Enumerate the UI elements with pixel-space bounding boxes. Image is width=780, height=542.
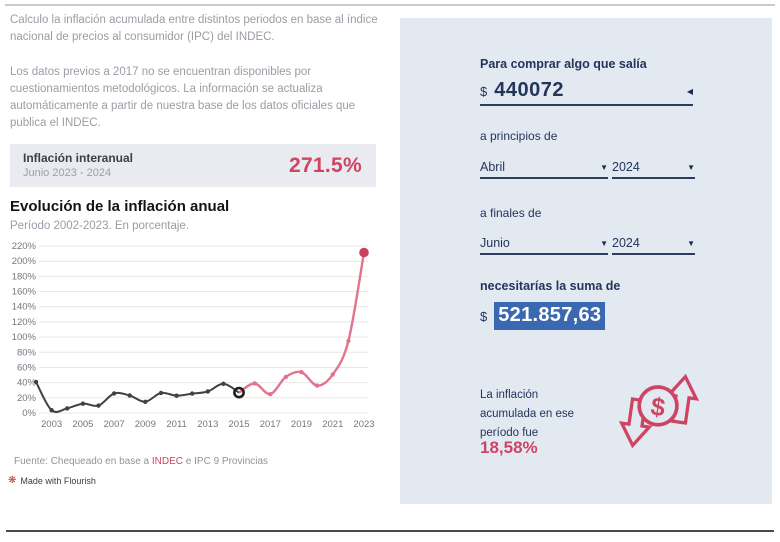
start-month-value: Abril (480, 160, 506, 174)
interannual-period: Junio 2023 - 2024 (23, 167, 112, 179)
interannual-inflation-card: Inflación interanual Junio 2023 - 2024 2… (10, 144, 376, 187)
start-period-label: a principios de (480, 129, 558, 143)
chevron-down-icon: ▼ (687, 162, 695, 172)
svg-text:60%: 60% (17, 363, 37, 374)
start-month-select[interactable]: Abril ▼ (480, 157, 608, 179)
svg-text:120%: 120% (12, 317, 37, 328)
interannual-title: Inflación interanual (23, 151, 134, 165)
svg-text:2013: 2013 (197, 419, 218, 430)
svg-text:2003: 2003 (41, 419, 62, 430)
flourish-credit-label: Made with Flourish (20, 476, 96, 486)
result-currency-symbol: $ (480, 309, 488, 324)
interannual-card-text: Inflación interanual Junio 2023 - 2024 (23, 151, 133, 180)
svg-text:2011: 2011 (166, 419, 186, 430)
result-label: necesitarías la suma de (480, 279, 621, 293)
end-year-select[interactable]: 2024 ▼ (612, 233, 695, 255)
intro-paragraph-2: Los datos previos a 2017 no se encuentra… (10, 66, 356, 129)
chart-subtitle: Período 2002-2023. En porcentaje. (10, 220, 190, 232)
svg-text:$: $ (649, 393, 667, 423)
chevron-down-icon: ▼ (600, 162, 608, 172)
source-suffix: e IPC 9 Provincias (183, 456, 269, 467)
end-period-label: a finales de (480, 206, 542, 220)
start-year-value: 2024 (612, 160, 640, 174)
svg-text:80%: 80% (17, 347, 37, 358)
money-arrows-icon: $ (618, 373, 700, 449)
svg-text:2009: 2009 (135, 419, 156, 430)
svg-text:180%: 180% (12, 271, 37, 282)
intro-paragraph-1: Calculo la inflación acumulada entre dis… (10, 14, 378, 43)
source-prefix: Fuente: Chequeado en base a (14, 456, 152, 467)
svg-text:2007: 2007 (104, 419, 125, 430)
chevron-down-icon: ▼ (687, 238, 695, 248)
amount-field[interactable]: $ ◀ (480, 79, 693, 106)
top-divider (5, 4, 775, 6)
accumulated-inflation-label: La inflación acumulada en ese período fu… (480, 389, 574, 439)
interannual-value: 271.5% (288, 153, 362, 177)
svg-text:140%: 140% (12, 302, 37, 313)
chevron-down-icon: ▼ (600, 238, 608, 248)
source-note: Fuente: Chequeado en base a INDEC e IPC … (14, 456, 268, 467)
svg-text:2015: 2015 (228, 419, 249, 430)
svg-text:0%: 0% (22, 408, 36, 419)
input-stepper-icon[interactable]: ◀ (686, 87, 693, 96)
svg-text:2019: 2019 (291, 419, 312, 430)
amount-prompt-label: Para comprar algo que salía (480, 57, 647, 71)
calculator-panel: Para comprar algo que salía $ ◀ a princi… (400, 18, 772, 504)
svg-text:200%: 200% (12, 256, 37, 267)
indec-link[interactable]: INDEC (151, 456, 184, 467)
svg-text:220%: 220% (12, 241, 37, 252)
svg-text:20%: 20% (17, 393, 37, 404)
amount-input[interactable] (494, 79, 687, 102)
chart-title: Evolución de la inflación anual (10, 198, 230, 215)
svg-text:160%: 160% (12, 287, 37, 298)
svg-text:100%: 100% (12, 332, 37, 343)
flourish-flower-icon: ❋ (8, 475, 17, 486)
currency-symbol: $ (480, 84, 488, 99)
end-month-value: Junio (480, 236, 510, 250)
result-amount: $ 521.857,63 (480, 302, 606, 330)
inflation-line-chart: 0% 20% 40% 60% 80% 100% 120% 140% 160% 180% 200% 22… (12, 241, 374, 430)
end-year-value: 2024 (612, 236, 640, 250)
svg-text:40%: 40% (17, 378, 37, 389)
svg-text:2005: 2005 (72, 419, 93, 430)
result-value: 521.857,63 (494, 302, 606, 330)
svg-text:2021: 2021 (322, 419, 343, 430)
start-year-select[interactable]: 2024 ▼ (612, 157, 695, 179)
svg-text:2017: 2017 (260, 419, 281, 430)
accumulated-inflation-value: 18,58% (480, 438, 538, 457)
end-month-select[interactable]: Junio ▼ (480, 233, 608, 255)
bottom-divider (6, 530, 774, 532)
flourish-credit[interactable]: ❋ Made with Flourish (8, 475, 96, 487)
svg-text:2023: 2023 (353, 419, 374, 430)
